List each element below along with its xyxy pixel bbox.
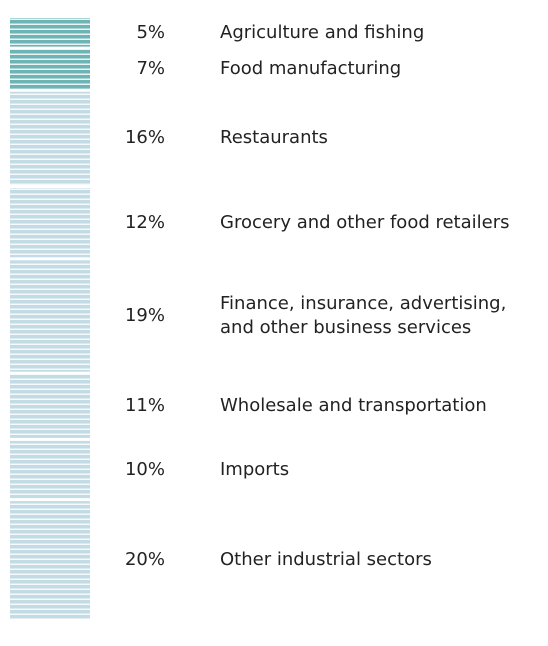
segment-stripes <box>10 188 90 257</box>
segment-stripes <box>10 92 90 185</box>
segment-stripes <box>10 441 90 498</box>
category-label: Imports <box>220 458 540 482</box>
segment-stripes <box>10 501 90 618</box>
segment-stripes <box>10 50 90 89</box>
segment-stripes <box>10 375 90 438</box>
value-label: 11% <box>95 394 165 418</box>
value-label: 7% <box>95 57 165 81</box>
category-label: Finance, insurance, advertising, and oth… <box>220 292 540 340</box>
value-label: 20% <box>95 548 165 572</box>
segment-stripes <box>10 260 90 371</box>
value-label: 12% <box>95 211 165 235</box>
value-label: 16% <box>95 126 165 150</box>
value-label: 10% <box>95 458 165 482</box>
category-label: Wholesale and transportation <box>220 394 540 418</box>
value-label: 5% <box>95 21 165 45</box>
page: (() => { const data = JSON.parse(documen… <box>0 0 548 646</box>
category-label: Restaurants <box>220 126 540 150</box>
category-label: Other industrial sectors <box>220 548 540 572</box>
category-label: Agriculture and fishing <box>220 21 540 45</box>
segment-stripes <box>10 18 90 47</box>
value-label: 19% <box>95 304 165 328</box>
category-label: Grocery and other food retailers <box>220 211 540 235</box>
category-label: Food manufacturing <box>220 57 540 81</box>
